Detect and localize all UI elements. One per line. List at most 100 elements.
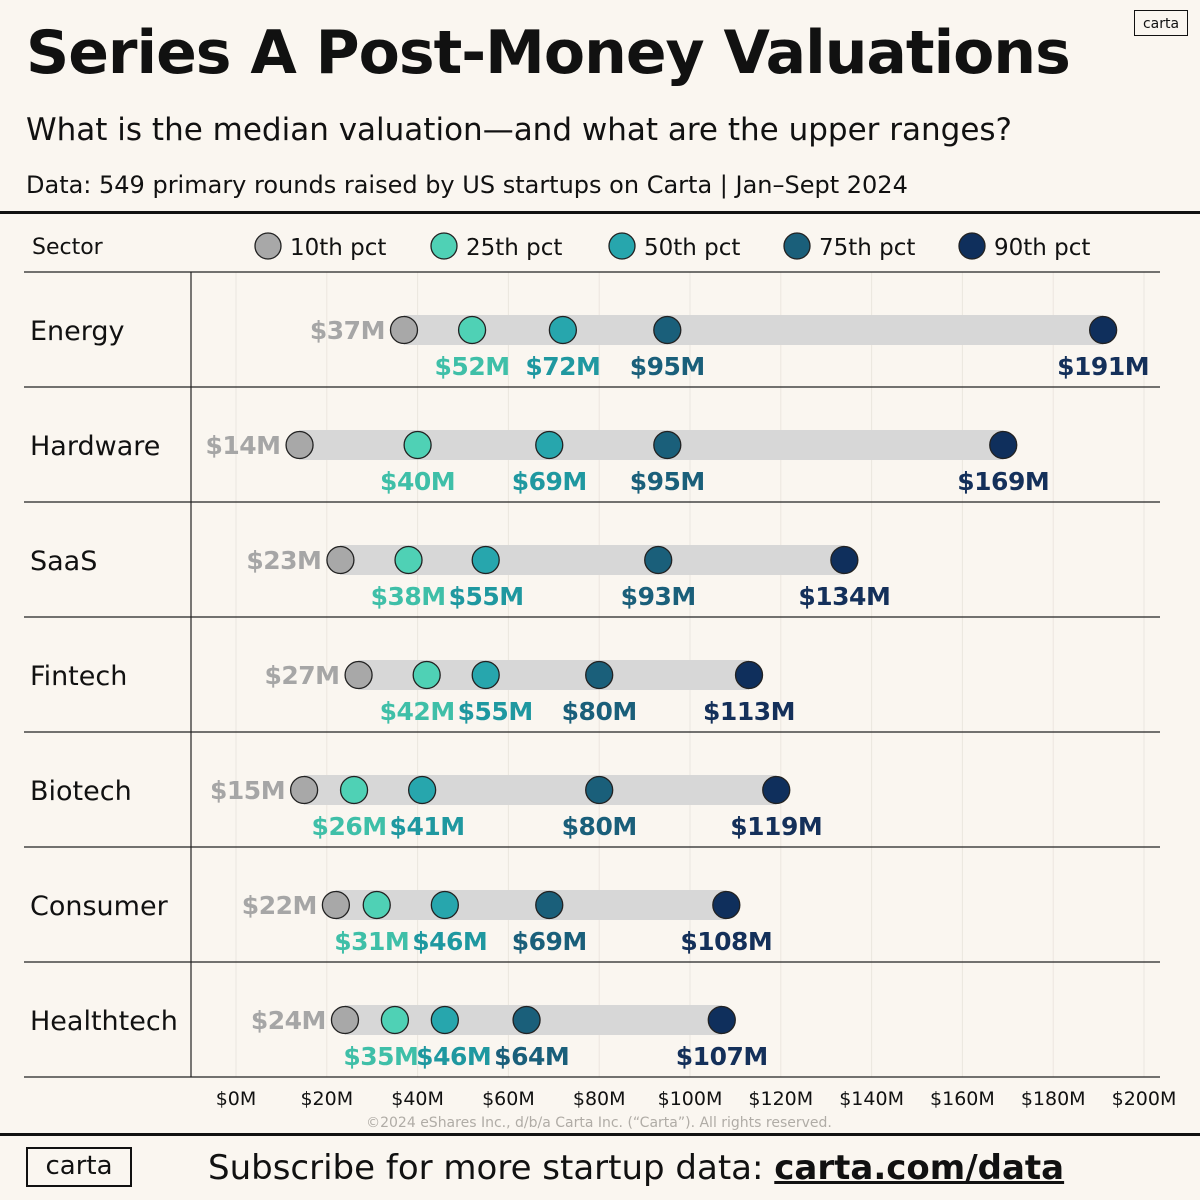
value-label-4: $108M [680, 927, 772, 956]
value-label-0: $14M [205, 431, 280, 460]
x-tick-label-10: $200M [1112, 1088, 1177, 1110]
x-tick-label-6: $120M [748, 1088, 813, 1110]
value-label-4: $191M [1057, 352, 1149, 381]
x-tick-label-8: $160M [930, 1088, 995, 1110]
dot-2 [548, 315, 578, 345]
dot-2 [471, 545, 500, 575]
dot-1 [403, 430, 432, 460]
dot-3 [653, 430, 682, 460]
legend-marker-3 [783, 232, 811, 260]
value-label-1: $35M [343, 1042, 418, 1071]
sector-label-saas: SaaS [30, 546, 97, 577]
sector-column-header: Sector [32, 235, 104, 260]
dot-0 [330, 1005, 360, 1035]
value-label-0: $23M [246, 546, 321, 575]
x-tick-label-0: $0M [216, 1088, 257, 1110]
carta-data-link[interactable]: carta.com/data [774, 1148, 1065, 1188]
value-label-0: $22M [242, 891, 317, 920]
value-label-3: $69M [512, 927, 587, 956]
dot-3 [585, 775, 614, 805]
dot-1 [394, 545, 423, 575]
sector-label-energy: Energy [30, 316, 125, 347]
dot-2 [535, 430, 564, 460]
dot-4 [712, 890, 741, 920]
dot-4 [707, 1005, 736, 1035]
sector-label-hardware: Hardware [30, 431, 160, 462]
x-tick-label-5: $100M [658, 1088, 723, 1110]
value-label-3: $95M [630, 467, 705, 496]
dot-0 [326, 545, 355, 575]
value-label-1: $38M [371, 582, 446, 611]
sector-label-biotech: Biotech [30, 776, 132, 807]
dot-2 [407, 775, 437, 805]
dot-1 [457, 315, 487, 345]
value-label-1: $42M [380, 697, 455, 726]
dot-3 [644, 545, 673, 575]
dot-1 [362, 890, 391, 920]
sector-label-consumer: Consumer [30, 891, 169, 922]
value-label-2: $55M [449, 582, 524, 611]
legend-marker-2 [608, 232, 636, 260]
dot-4 [989, 430, 1018, 460]
legend-label-4: 90th pct [994, 235, 1090, 261]
carta-logo-top: carta [1134, 10, 1188, 36]
x-tick-label-4: $80M [573, 1088, 626, 1110]
value-label-2: $46M [412, 927, 487, 956]
chart-subtitle: What is the median valuation—and what ar… [26, 112, 1013, 148]
x-tick-label-1: $20M [300, 1088, 353, 1110]
value-label-2: $72M [525, 352, 600, 381]
value-label-0: $27M [265, 661, 340, 690]
dot-2 [430, 1005, 459, 1035]
header-divider [0, 211, 1200, 214]
x-tick-label-3: $60M [482, 1088, 535, 1110]
value-label-3: $64M [494, 1042, 569, 1071]
value-label-2: $46M [416, 1042, 491, 1071]
dot-0 [321, 890, 351, 920]
value-label-3: $80M [562, 812, 637, 841]
dot-3 [585, 660, 614, 690]
value-label-0: $15M [210, 776, 285, 805]
value-label-4: $169M [957, 467, 1049, 496]
dot-0 [285, 430, 314, 460]
valuation-dot-range-chart: Sector 10th pct 25th pct 50th pct 75th pct 90… [24, 232, 1177, 1131]
data-source-note: Data: 549 primary rounds raised by US st… [26, 171, 908, 199]
x-tick-label-7: $140M [839, 1088, 904, 1110]
value-label-2: $69M [512, 467, 587, 496]
value-label-4: $134M [798, 582, 890, 611]
sector-label-healthtech: Healthtech [30, 1006, 178, 1037]
value-label-2: $41M [390, 812, 465, 841]
value-label-2: $55M [458, 697, 533, 726]
carta-logo-footer[interactable]: carta [26, 1147, 132, 1187]
dot-1 [412, 660, 441, 690]
value-label-0: $37M [310, 316, 385, 345]
dot-1 [339, 775, 369, 805]
x-tick-label-2: $40M [391, 1088, 444, 1110]
value-label-3: $93M [621, 582, 696, 611]
dot-4 [1088, 315, 1118, 345]
dot-4 [734, 660, 764, 690]
footer-divider [0, 1133, 1200, 1136]
dot-0 [344, 660, 373, 690]
legend-label-2: 50th pct [644, 235, 740, 261]
x-tick-label-9: $180M [1021, 1088, 1086, 1110]
value-label-1: $52M [435, 352, 510, 381]
legend-marker-4 [958, 232, 986, 260]
value-label-3: $80M [562, 697, 637, 726]
dot-0 [389, 315, 419, 345]
value-label-4: $113M [703, 697, 795, 726]
value-label-0: $24M [251, 1006, 326, 1035]
value-label-3: $95M [630, 352, 705, 381]
subscribe-text: Subscribe for more startup data: [208, 1148, 764, 1188]
value-label-1: $26M [312, 812, 387, 841]
value-label-4: $107M [676, 1042, 768, 1071]
dot-0 [289, 775, 319, 805]
dot-4 [830, 545, 859, 575]
value-label-1: $31M [334, 927, 409, 956]
dot-1 [380, 1005, 410, 1035]
value-label-1: $40M [380, 467, 455, 496]
legend-label-0: 10th pct [290, 235, 386, 261]
dot-3 [653, 315, 682, 345]
dot-4 [762, 775, 791, 805]
legend-label-1: 25th pct [466, 235, 562, 261]
subscribe-cta: Subscribe for more startup data: carta.c… [208, 1148, 1064, 1188]
